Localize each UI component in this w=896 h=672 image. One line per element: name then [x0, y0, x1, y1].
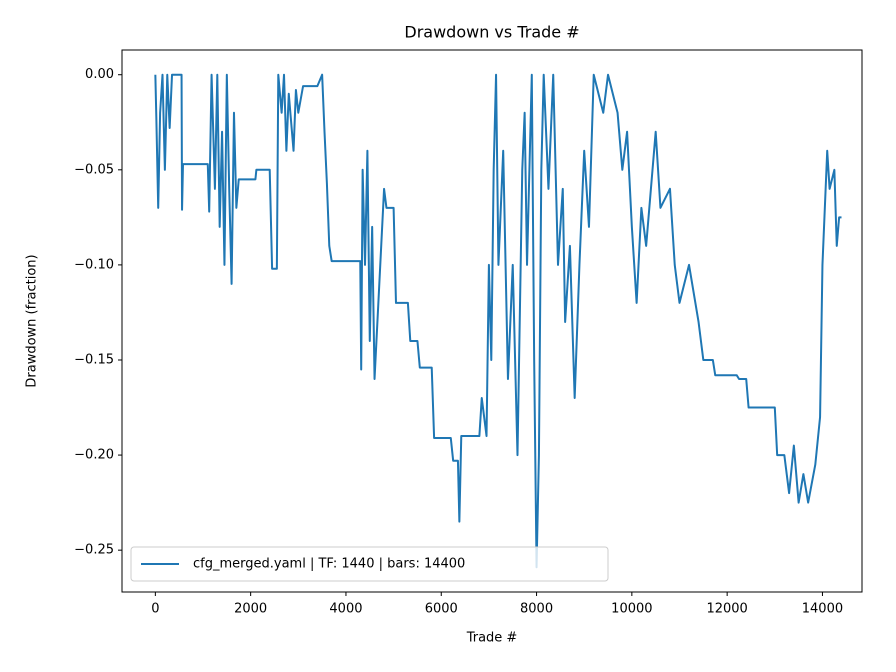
x-tick-label: 6000	[425, 602, 458, 617]
x-tick-label: 2000	[234, 602, 267, 617]
x-tick-label: 0	[151, 602, 159, 617]
y-tick-label: −0.20	[74, 448, 114, 463]
plot-frame	[121, 49, 863, 593]
y-tick-label: −0.25	[74, 543, 114, 558]
data-line	[154, 73, 842, 569]
x-tick-label: 12000	[706, 602, 747, 617]
y-tick-label: −0.10	[74, 257, 114, 272]
y-tick-label: −0.15	[74, 352, 114, 367]
legend-box	[130, 546, 609, 582]
chart-title: Drawdown vs Trade #	[404, 23, 579, 42]
y-tick-label: −0.05	[74, 162, 114, 177]
legend-label: cfg_merged.yaml | TF: 1440 | bars: 14400	[193, 557, 465, 572]
x-tick-label: 4000	[329, 602, 362, 617]
x-tick-label: 14000	[802, 602, 843, 617]
x-axis-label: Trade #	[466, 631, 518, 646]
x-tick-label: 8000	[520, 602, 553, 617]
y-axis-label: Drawdown (fraction)	[25, 254, 40, 387]
y-tick-label: 0.00	[85, 67, 114, 82]
x-tick-label: 10000	[611, 602, 652, 617]
